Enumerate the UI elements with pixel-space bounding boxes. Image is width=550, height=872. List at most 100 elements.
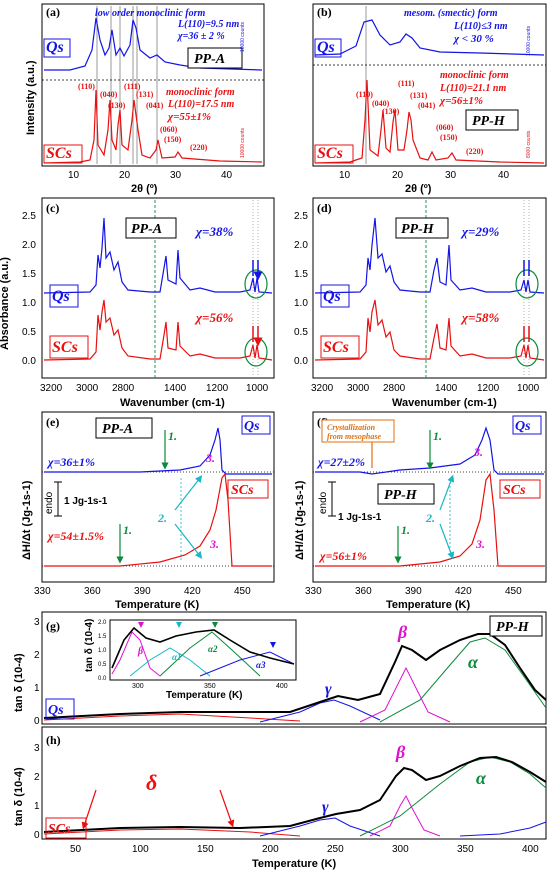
inset-a2: α2	[208, 644, 218, 654]
panel-g-delta-comp	[43, 713, 301, 722]
panel-e-xticks: 330 360 390 420 450	[34, 586, 251, 597]
peak-label: (060)	[160, 125, 178, 134]
panel-d-qs-chi: χ=29%	[460, 224, 499, 239]
panel-g: (g) γ β α PP-H Qs 0 1 2 3 tan δ (10-4)	[13, 611, 547, 727]
inset-a1: α1	[172, 652, 181, 662]
panel-h-xticks: 50 100 150 200 250 300 350 400	[70, 844, 539, 855]
xtick: 250	[327, 844, 344, 855]
peak-label: (111)	[398, 79, 415, 88]
panel-h-yticks: 0 1 2 3	[34, 743, 40, 841]
ytick: 3	[34, 743, 40, 754]
panel-a-qs-size: L(110)=9.5 nm	[177, 19, 239, 30]
inset-xtick: 400	[276, 683, 288, 690]
inset-xticks: 300 350 400	[132, 683, 288, 690]
panel-g-inset: β α1 α2 α3 300 350 400 0.0 0.5 1.0 1.5 2…	[84, 619, 297, 701]
panel-h-blue-tail	[459, 821, 547, 837]
panel-a-xlabel: 2θ (º)	[131, 183, 158, 195]
panel-a-qs-curve	[44, 17, 263, 71]
ytick: 0.0	[294, 356, 308, 367]
panel-e-box	[95, 417, 153, 439]
panel-h-xlabel: Temperature (K)	[252, 858, 336, 870]
ir-ylabel: Absorbance (a.u.)	[0, 257, 11, 350]
xtick: 1000	[246, 383, 269, 394]
peak-label: (150)	[440, 133, 458, 142]
panel-e-n1-bottom: 1.	[123, 523, 132, 537]
panel-a-qs-chi: χ=36 ± 2 %	[176, 31, 225, 42]
peak-label: (131)	[136, 90, 154, 99]
panel-c-letter: (c)	[46, 201, 59, 215]
inset-ytick: 2.0	[98, 620, 107, 626]
panel-d: (d) PP-H χ=29% χ=58% Qs SCs 0.0 0.5 1.0 …	[294, 197, 547, 409]
xtick: 3000	[347, 383, 370, 394]
panel-e-qs-curve	[44, 427, 272, 475]
panel-c: (c) PP-A χ=38% χ=56% Qs SCs 0.0 0.5 1.0 …	[0, 197, 275, 409]
panel-g-qs-fit	[43, 633, 547, 719]
panel-g-frame	[41, 611, 547, 725]
panel-g-gamma: γ	[325, 681, 332, 698]
xtick: 1200	[206, 383, 229, 394]
peak-label: (130)	[108, 101, 126, 110]
panel-a-box-text: PP-A	[194, 52, 225, 67]
panel-b-scs-chi: χ=56±1%	[438, 95, 483, 107]
panel-c-scs-chi: χ=56%	[194, 310, 233, 325]
peak-label: (220)	[190, 143, 208, 152]
xtick: 450	[505, 586, 522, 597]
panel-e-frame	[41, 411, 275, 583]
panel-a-scs-label: SCs	[46, 145, 72, 162]
panel-e-letter: (e)	[46, 415, 59, 429]
xtick: 420	[184, 586, 201, 597]
panel-c-xticks: 3200 3000 2800 1400 1200 1000	[40, 383, 269, 394]
panel-f-scs-curve	[315, 472, 544, 567]
panel-a-scs-scale: 10000 counts	[240, 127, 246, 158]
xtick: 30	[170, 170, 182, 181]
panel-d-yticks: 0.0 0.5 1.0 1.5 2.0 2.5	[294, 211, 308, 367]
panel-b-box	[465, 109, 519, 131]
panel-e-qs-label: Qs	[244, 419, 260, 434]
xtick: 1000	[517, 383, 540, 394]
panel-f-n3-bottom: 3.	[475, 537, 485, 551]
panel-g-ylabel: tan δ (10-4)	[13, 653, 25, 712]
xtick: 450	[234, 586, 251, 597]
xtick: 360	[84, 586, 101, 597]
xtick: 40	[221, 170, 233, 181]
panel-f-n2: 2.	[425, 511, 435, 525]
panel-e-n1-top: 1.	[168, 429, 177, 443]
panel-e-scs-chi: χ=54±1.5%	[46, 529, 104, 543]
panel-f-box-text: PP-H	[384, 488, 418, 503]
xtick: 40	[498, 170, 510, 181]
panel-h-delta: δ	[146, 770, 157, 795]
panel-b: (b) (110) (040) (130) (111) (131) (041) …	[312, 3, 547, 195]
inset-ytick: 1.0	[98, 648, 107, 654]
panel-h-beta: β	[395, 742, 406, 762]
panel-e-qs-chi: χ=36±1%	[46, 455, 95, 469]
inset-ytick: 0.0	[98, 676, 107, 682]
panel-f-cryst-note-2: from mesophase	[327, 432, 381, 441]
ytick: 2.5	[294, 211, 308, 222]
panel-f-n3-top: 3.	[473, 445, 483, 459]
ytick: 1.5	[22, 269, 36, 280]
dsc-ylabel-left: ΔH/Δt (Jg-1s-1)	[21, 480, 33, 560]
panel-a-letter: (a)	[46, 5, 60, 19]
panel-e-scale: 1 Jg-1s-1	[64, 496, 108, 507]
panel-h-gamma-comp	[259, 817, 381, 837]
peak-label: (131)	[410, 91, 428, 100]
panel-c-xlabel: Wavenumber (cm-1)	[120, 397, 225, 409]
panel-g-yticks: 0 1 2 3	[34, 617, 40, 727]
xtick: 2800	[383, 383, 406, 394]
panel-g-qs-label: Qs	[48, 703, 64, 718]
panel-a-frame	[41, 3, 265, 167]
inset-beta: β	[137, 646, 144, 657]
panel-d-box	[395, 217, 449, 239]
panel-a-qs-form: low order monoclinic form	[95, 8, 206, 19]
panel-d-scs-chi: χ=58%	[460, 310, 499, 325]
peak-label: (041)	[418, 101, 436, 110]
peak-label: (110)	[78, 82, 95, 91]
panel-d-scs-curve	[314, 299, 545, 361]
xtick: 390	[405, 586, 422, 597]
panel-a-peak-labels: (110) (040) (130) (111) (131) (041) (060…	[78, 82, 208, 152]
panel-b-scs-label: SCs	[317, 145, 343, 162]
panel-a-scs-form: monoclinic form	[166, 87, 235, 98]
panel-f-xticks: 330 360 390 420 450	[305, 586, 522, 597]
xtick: 330	[34, 586, 51, 597]
